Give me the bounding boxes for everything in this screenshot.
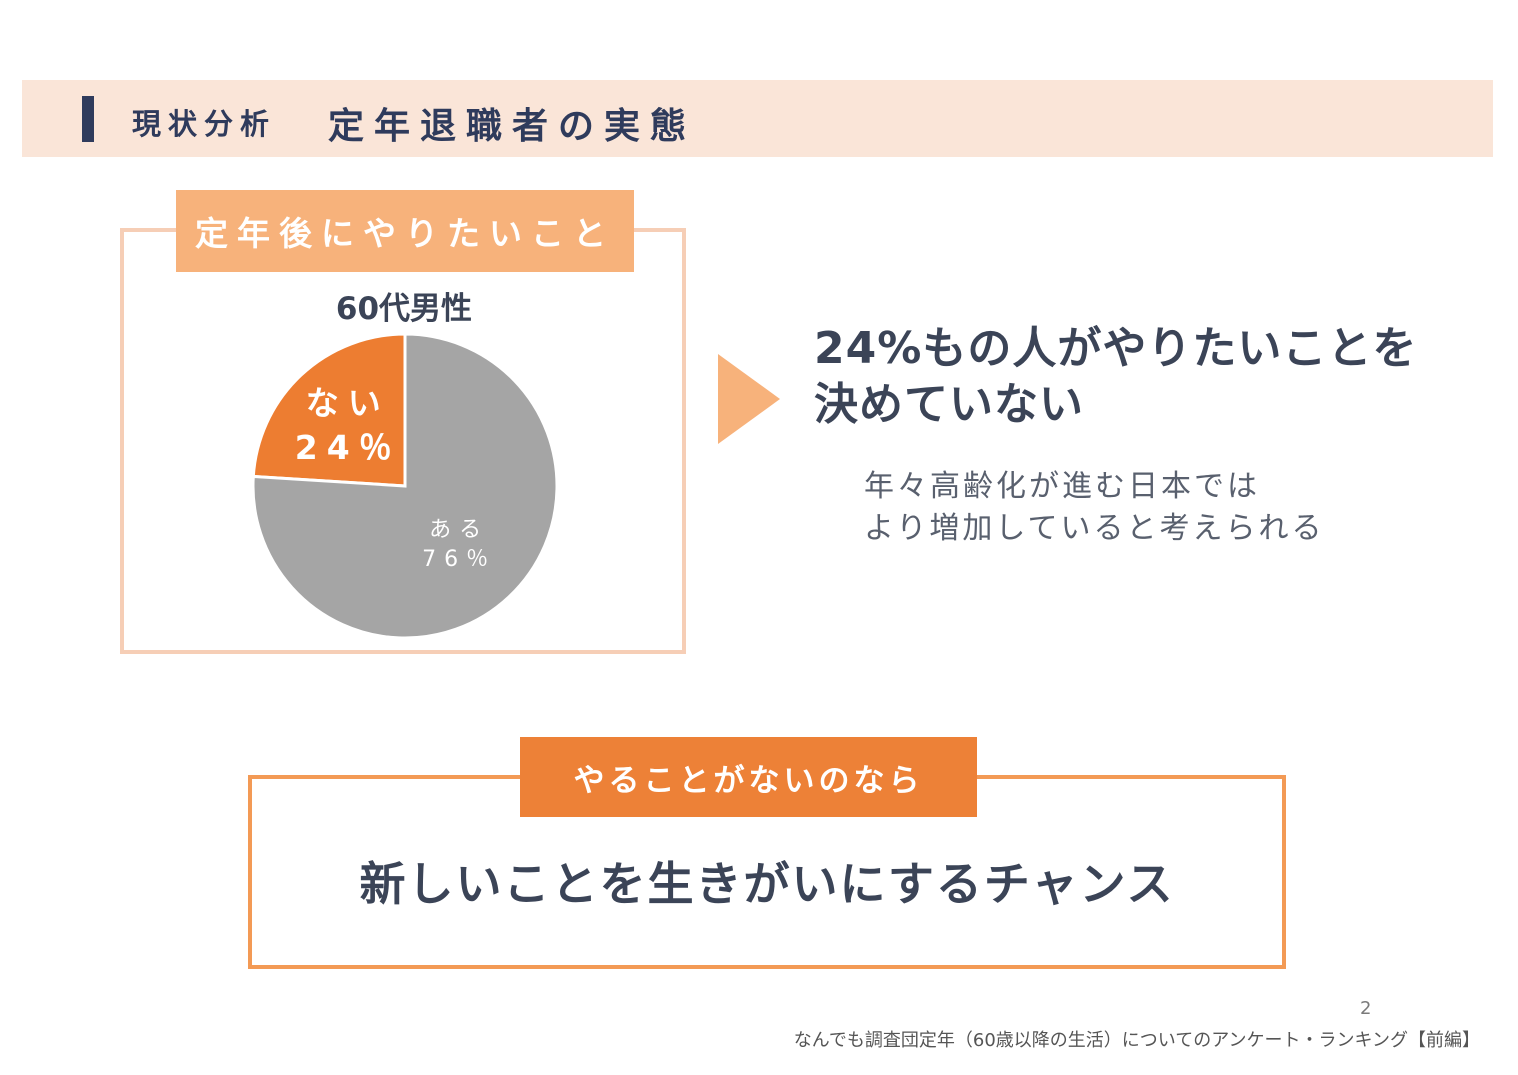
chart-title: 60代男性 (335, 291, 473, 327)
pie-chart: ない 24％ ある 76％ (251, 332, 559, 640)
subtext-line-2: より増加していると考えられる (864, 511, 1325, 546)
chart-tag: 定年後にやりたいこと (176, 190, 634, 272)
headline: 24%もの人がやりたいことを 決めていない (814, 321, 1417, 433)
pie-label-aru-value: 76％ (422, 547, 496, 572)
footer-source: なんでも調査団定年（60歳以降の生活）についてのアンケート・ランキング【前編】 (793, 1030, 1480, 1051)
arrow-icon (718, 354, 780, 444)
pie-label-nai-value: 24％ (295, 428, 401, 467)
pie-label-nai-name: ない (306, 383, 390, 422)
bottom-tag-label: やることがないのなら (573, 762, 924, 799)
page-title: 定年退職者の実態 (328, 106, 697, 147)
headline-line-2: 決めていない (814, 379, 1084, 430)
chart-tag-label: 定年後にやりたいこと (195, 214, 615, 253)
pie-label-aru-name: ある (429, 517, 489, 542)
subtext-line-1: 年々高齢化が進む日本では (864, 469, 1260, 504)
pie-slice-nai (251, 332, 407, 488)
pie-slice-aru (251, 332, 559, 640)
bottom-message: 新しいことを生きがいにするチャンス (359, 857, 1175, 911)
headline-line-1: 24%もの人がやりたいことを (814, 323, 1418, 374)
header-accent-bar (82, 96, 94, 142)
section-label: 現状分析 (132, 107, 277, 141)
subtext: 年々高齢化が進む日本では より増加していると考えられる (864, 466, 1325, 550)
bottom-tag: やることがないのなら (520, 737, 977, 817)
page-number: 2 (1360, 998, 1372, 1019)
header-band (22, 80, 1493, 157)
